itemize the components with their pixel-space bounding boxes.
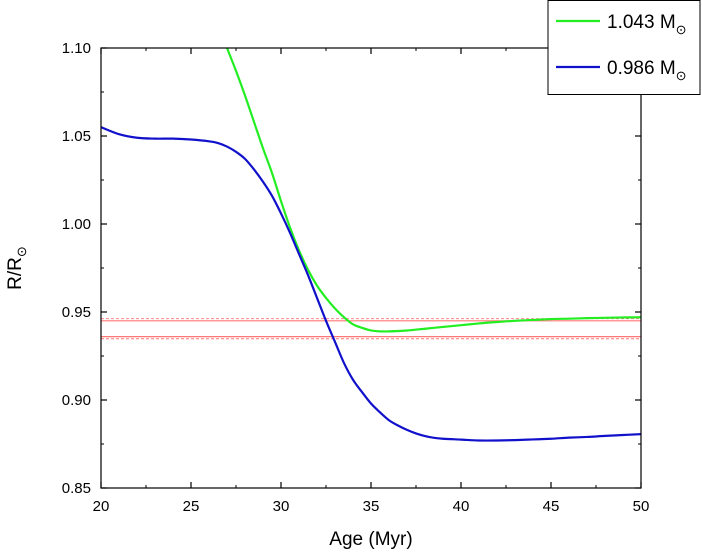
reference-lines bbox=[101, 318, 641, 340]
x-tick-label: 35 bbox=[363, 498, 380, 515]
y-tick-label: 1.05 bbox=[62, 128, 91, 145]
y-axis-title-main: R/R bbox=[5, 257, 26, 290]
y-tick-label: 0.95 bbox=[62, 304, 91, 321]
x-tick-label: 20 bbox=[93, 498, 110, 515]
x-tick-label: 40 bbox=[453, 498, 470, 515]
y-tick-label: 1.10 bbox=[62, 40, 91, 57]
series-line-1 bbox=[225, 48, 641, 333]
y-tick-label: 0.85 bbox=[62, 480, 91, 497]
y-tick-label: 0.90 bbox=[62, 392, 91, 409]
legend-label-series-1: 1.043 M⊙ bbox=[607, 12, 687, 37]
axis-ticks: 20 25 30 35 40 45 50 0.85 0.90 0.95 1.00 1.05 1.10 bbox=[62, 40, 650, 515]
y-axis-title-subscript: ⊙ bbox=[14, 246, 29, 257]
x-tick-label: 30 bbox=[273, 498, 290, 515]
y-tick-label: 1.00 bbox=[62, 216, 91, 233]
legend-box bbox=[547, 0, 701, 95]
legend: 1.043 M⊙ 0.986 M⊙ bbox=[547, 0, 701, 95]
x-axis-title: Age (Myr) bbox=[329, 529, 412, 550]
y-axis-title: R/R⊙ bbox=[5, 246, 29, 290]
plot-frame bbox=[100, 47, 642, 489]
series-line-2 bbox=[101, 126, 641, 442]
svg-text:R/R⊙: R/R⊙ bbox=[5, 246, 29, 290]
series-layer bbox=[101, 48, 641, 442]
x-tick-label: 25 bbox=[183, 498, 200, 515]
x-tick-label: 45 bbox=[543, 498, 560, 515]
x-tick-label: 50 bbox=[633, 498, 650, 515]
legend-label-series-2: 0.986 M⊙ bbox=[607, 58, 687, 83]
